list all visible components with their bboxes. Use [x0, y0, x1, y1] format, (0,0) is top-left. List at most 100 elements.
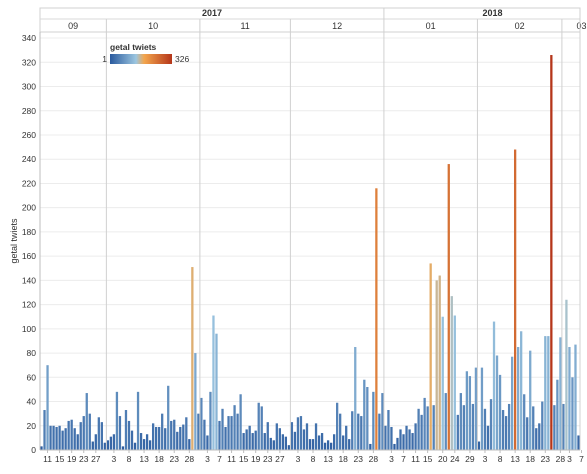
x-tick-label: 8 — [311, 454, 316, 464]
bar — [188, 439, 191, 450]
bar — [64, 428, 67, 450]
bar — [342, 435, 345, 450]
x-tick-label: 23 — [541, 454, 551, 464]
bar — [357, 413, 360, 450]
bar — [399, 429, 402, 450]
bar — [55, 426, 58, 450]
y-tick-label: 0 — [31, 445, 36, 455]
bar — [492, 321, 496, 450]
bar — [390, 426, 393, 450]
bar — [212, 315, 215, 450]
y-tick-label: 300 — [22, 82, 36, 92]
bar — [121, 446, 125, 450]
axes: 0204060801001201401601802002202402602803… — [9, 8, 584, 464]
bar — [269, 437, 272, 450]
bar — [290, 422, 294, 450]
bar — [405, 425, 408, 450]
bar — [227, 416, 230, 450]
x-tick-label: 27 — [91, 454, 101, 464]
bar — [577, 435, 580, 450]
bar — [179, 426, 182, 450]
bar — [559, 337, 562, 450]
bar — [136, 391, 140, 450]
bar — [562, 403, 565, 450]
bar — [191, 267, 194, 450]
x-tick-label: 23 — [170, 454, 180, 464]
bar — [402, 434, 405, 450]
bar — [417, 408, 420, 450]
month-label: 01 — [426, 21, 436, 31]
x-tick-label: 13 — [139, 454, 149, 464]
x-tick-label: 15 — [423, 454, 433, 464]
bar — [263, 433, 266, 450]
bar — [127, 420, 131, 450]
x-tick-label: 3 — [483, 454, 488, 464]
bar — [206, 435, 209, 450]
bar — [70, 419, 73, 450]
bar — [275, 423, 278, 450]
bar — [103, 442, 107, 450]
bar — [565, 299, 568, 450]
bar — [384, 425, 387, 450]
y-tick-label: 220 — [22, 178, 36, 188]
month-label: 03 — [577, 21, 587, 31]
year-label: 2017 — [202, 8, 222, 18]
y-tick-label: 100 — [22, 324, 36, 334]
x-tick-label: 8 — [498, 454, 503, 464]
bar — [82, 416, 85, 450]
y-tick-label: 340 — [22, 33, 36, 43]
header-frame — [39, 7, 581, 33]
bar — [43, 410, 46, 450]
bar — [486, 425, 490, 450]
bar — [556, 379, 559, 450]
bar — [91, 441, 94, 450]
bar — [194, 353, 197, 450]
bar — [468, 376, 472, 450]
bar — [317, 435, 321, 450]
bar — [453, 315, 456, 450]
bar — [170, 420, 173, 450]
bars — [40, 55, 580, 450]
bar — [260, 406, 263, 450]
bar — [483, 408, 487, 450]
bar — [465, 371, 469, 450]
x-tick-label: 11 — [43, 454, 52, 464]
x-tick-label: 8 — [127, 454, 132, 464]
bar — [387, 410, 390, 450]
bar — [305, 423, 309, 450]
x-tick-label: 19 — [251, 454, 261, 464]
bar — [541, 401, 544, 450]
y-tick-label: 260 — [22, 130, 36, 140]
bar — [254, 430, 257, 450]
bar — [239, 394, 242, 450]
month-label: 02 — [515, 21, 525, 31]
bar — [336, 402, 339, 450]
bar — [49, 425, 52, 450]
bar — [200, 397, 203, 450]
bar — [477, 441, 481, 450]
bar — [182, 424, 185, 450]
y-tick-label: 20 — [27, 421, 37, 431]
bar — [474, 367, 478, 450]
x-tick-label: 3 — [112, 454, 117, 464]
y-tick-label: 180 — [22, 227, 36, 237]
x-tick-label: 18 — [338, 454, 348, 464]
legend-min-label: 1 — [102, 54, 107, 64]
x-tick-label: 23 — [263, 454, 273, 464]
bar — [366, 386, 369, 450]
bar — [278, 428, 281, 450]
bar — [161, 413, 164, 450]
x-tick-label: 15 — [55, 454, 65, 464]
bar — [233, 405, 236, 450]
bar — [456, 414, 459, 450]
bar — [553, 405, 556, 450]
bar — [185, 417, 188, 450]
bar — [501, 410, 505, 450]
legend-color-bar — [110, 54, 172, 64]
bar — [438, 275, 441, 450]
bar — [426, 406, 429, 450]
bar — [520, 331, 523, 450]
x-tick-label: 27 — [275, 454, 285, 464]
legend-title: getal twiets — [110, 42, 157, 52]
bar — [326, 440, 330, 450]
